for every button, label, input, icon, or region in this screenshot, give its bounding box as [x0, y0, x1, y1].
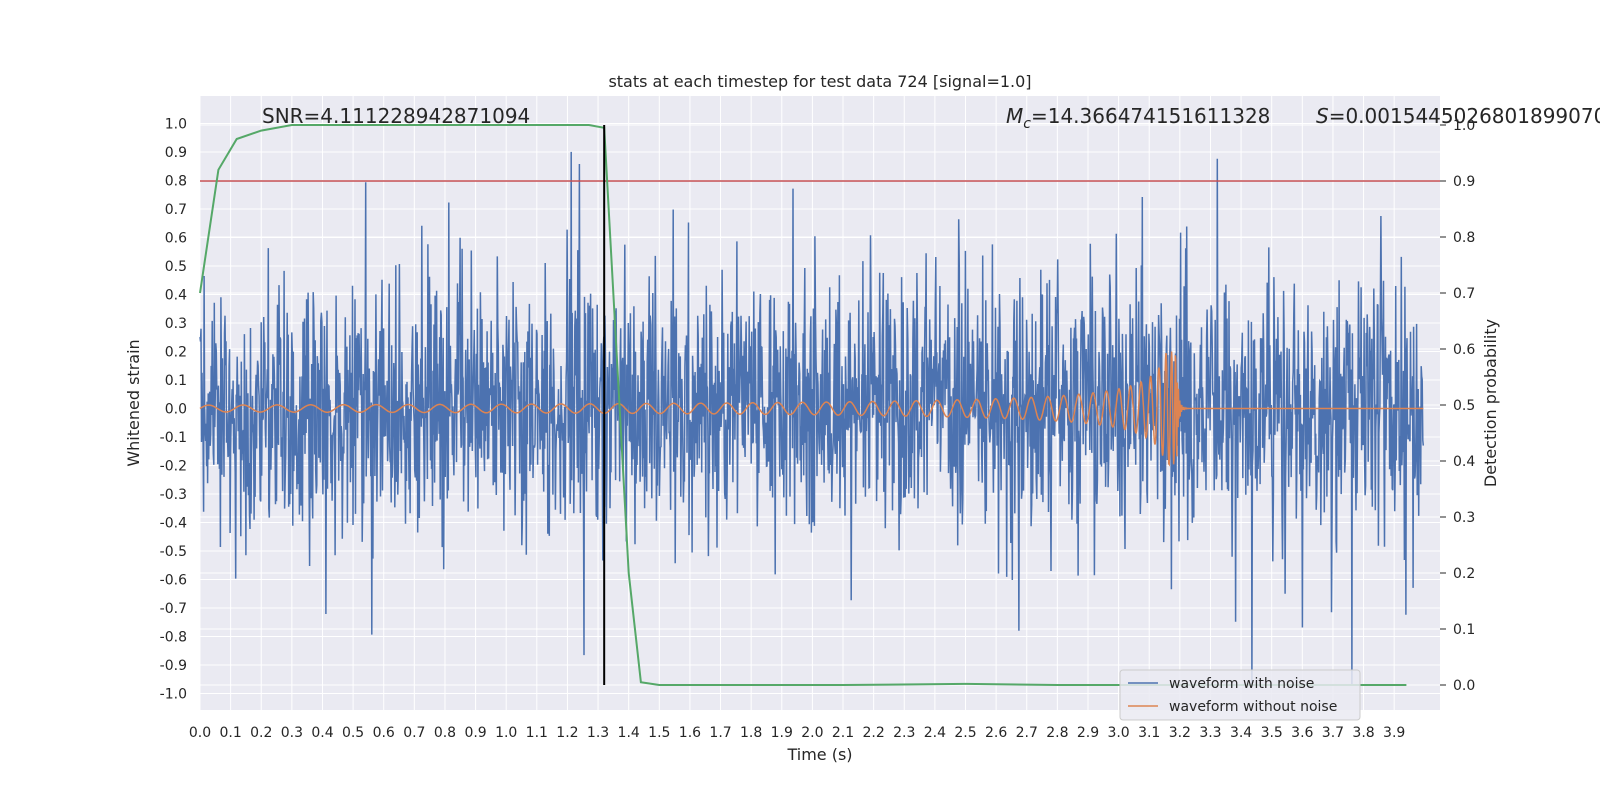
- series-waveform-with-noise: [199, 151, 1425, 686]
- x-tick-label: 2.9: [1077, 725, 1099, 741]
- y-tick-label: -0.3: [160, 487, 187, 503]
- y2-axis-ticks: 1.0 0.9 0.8 0.7 0.6 0.5 0.4 0.3 0.2 0.1 0.0: [1440, 118, 1475, 694]
- s-symbol: S: [1316, 104, 1329, 128]
- mc-subscript: c: [1023, 116, 1031, 132]
- series-waveform-without-noise: [199, 351, 1424, 467]
- y-tick-label: 0.5: [165, 259, 187, 275]
- x-tick-label: 2.6: [985, 725, 1007, 741]
- y-tick-label: -0.6: [160, 573, 187, 589]
- y2-tick-label: 0.9: [1453, 174, 1475, 190]
- y-tick-label: 0.0: [165, 402, 187, 418]
- x-tick-label: 3.4: [1230, 725, 1252, 741]
- chart-title: stats at each timestep for test data 724…: [608, 72, 1031, 91]
- x-tick-label: 2.0: [801, 725, 823, 741]
- y-tick-label: 1.0: [165, 117, 187, 133]
- plot-area: [199, 124, 1440, 686]
- x-tick-label: 1.4: [618, 725, 640, 741]
- y2-tick-label: 0.7: [1453, 286, 1475, 302]
- x-tick-label: 3.3: [1199, 725, 1221, 741]
- x-tick-label: 3.8: [1352, 725, 1374, 741]
- y2-axis-label: Detection probability: [1481, 319, 1500, 487]
- y-tick-label: -0.2: [160, 459, 187, 475]
- y-tick-label: -0.7: [160, 601, 187, 617]
- x-tick-label: 3.6: [1291, 725, 1313, 741]
- x-tick-label: 1.6: [679, 725, 701, 741]
- x-tick-label: 2.2: [863, 725, 885, 741]
- y-tick-label: 0.8: [165, 174, 187, 190]
- x-tick-label: 3.9: [1383, 725, 1405, 741]
- y2-tick-label: 0.3: [1453, 510, 1475, 526]
- y2-tick-label: 0.1: [1453, 622, 1475, 638]
- x-tick-label: 1.2: [556, 725, 578, 741]
- y-tick-label: -0.5: [160, 544, 187, 560]
- y-tick-label: 0.2: [165, 345, 187, 361]
- s-value: =0.0015445026801899070: [1329, 104, 1600, 128]
- x-tick-label: 3.0: [1107, 725, 1129, 741]
- y-tick-label: 0.6: [165, 231, 187, 247]
- x-tick-label: 3.7: [1322, 725, 1344, 741]
- x-tick-label: 0.3: [281, 725, 303, 741]
- y2-tick-label: 0.8: [1453, 230, 1475, 246]
- y-tick-label: -0.4: [160, 516, 187, 532]
- x-tick-label: 1.9: [771, 725, 793, 741]
- y-tick-label: -0.9: [160, 658, 187, 674]
- y-tick-label: 0.4: [165, 288, 187, 304]
- x-tick-label: 1.8: [740, 725, 762, 741]
- s-annotation: S=0.0015445026801899070: [1316, 104, 1600, 128]
- y-tick-label: -1.0: [160, 687, 187, 703]
- series-detection-probability: [199, 124, 1407, 686]
- x-tick-label: 2.5: [954, 725, 976, 741]
- snr-annotation: SNR=4.111228942871094: [262, 104, 530, 128]
- x-tick-label: 1.5: [648, 725, 670, 741]
- y-tick-label: 0.3: [165, 316, 187, 332]
- mc-value: =14.366474151611328: [1031, 104, 1270, 128]
- y2-tick-label: 0.6: [1453, 342, 1475, 358]
- y-tick-label: 0.1: [165, 373, 187, 389]
- x-tick-label: 0.2: [250, 725, 272, 741]
- legend: waveform with noise waveform without noi…: [1119, 669, 1361, 721]
- x-tick-label: 2.1: [832, 725, 854, 741]
- x-tick-label: 3.5: [1261, 725, 1283, 741]
- x-tick-label: 3.2: [1169, 725, 1191, 741]
- y-axis-label: Whitened strain: [124, 339, 143, 466]
- y2-tick-label: 0.5: [1453, 398, 1475, 414]
- legend-label-without-noise: waveform without noise: [1169, 699, 1337, 715]
- x-tick-label: 0.7: [403, 725, 425, 741]
- x-tick-label: 0.0: [189, 725, 211, 741]
- y-axis-ticks: 1.0 0.9 0.8 0.7 0.6 0.5 0.4 0.3 0.2 0.1 0.0 -0.1 -0.…: [160, 117, 187, 703]
- x-tick-label: 1.3: [587, 725, 609, 741]
- x-axis-ticks: 0.0 0.1 0.2 0.3 0.4 0.5 0.6 0.7 0.8 0.9 1.0 1.1 1.2 1…: [189, 725, 1405, 741]
- x-tick-label: 0.1: [219, 725, 241, 741]
- x-tick-label: 0.8: [434, 725, 456, 741]
- x-axis-label: Time (s): [786, 745, 852, 764]
- y-tick-label: 0.9: [165, 145, 187, 161]
- mc-symbol: M: [1006, 104, 1023, 128]
- x-tick-label: 1.0: [495, 725, 517, 741]
- x-tick-label: 1.7: [709, 725, 731, 741]
- y2-tick-label: 0.4: [1453, 454, 1475, 470]
- mc-annotation: Mc=14.366474151611328: [1006, 104, 1270, 132]
- legend-label-with-noise: waveform with noise: [1169, 676, 1314, 692]
- y2-tick-label: 0.2: [1453, 566, 1475, 582]
- x-tick-label: 0.6: [373, 725, 395, 741]
- legend-box: [1119, 669, 1361, 721]
- x-tick-label: 0.5: [342, 725, 364, 741]
- x-tick-label: 0.9: [464, 725, 486, 741]
- y-tick-label: -0.8: [160, 630, 187, 646]
- x-tick-label: 2.4: [924, 725, 946, 741]
- x-tick-label: 3.1: [1138, 725, 1160, 741]
- x-tick-label: 2.8: [1046, 725, 1068, 741]
- x-tick-label: 2.7: [1016, 725, 1038, 741]
- y-tick-label: -0.1: [160, 430, 187, 446]
- y-tick-label: 0.7: [165, 202, 187, 218]
- x-tick-label: 0.4: [311, 725, 333, 741]
- y2-tick-label: 1.0: [1453, 118, 1475, 134]
- y2-tick-label: 0.0: [1453, 678, 1475, 694]
- x-tick-label: 1.1: [526, 725, 548, 741]
- x-tick-label: 2.3: [893, 725, 915, 741]
